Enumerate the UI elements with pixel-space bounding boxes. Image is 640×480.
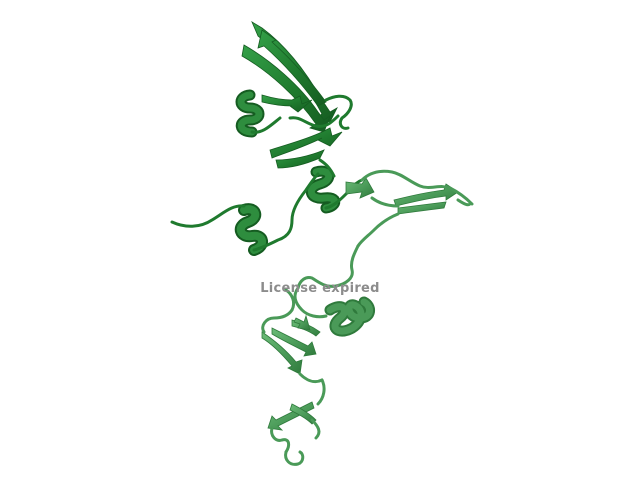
beta-strand <box>345 177 375 199</box>
n-terminal-tail <box>170 204 246 228</box>
lower-helix <box>324 296 375 337</box>
license-expired-watermark: License expired <box>260 281 380 296</box>
right-extension <box>345 169 474 248</box>
upper-coils <box>170 94 364 252</box>
lower-domain <box>261 244 375 466</box>
upper-helix-3 <box>234 203 268 256</box>
beta-strand <box>393 183 459 207</box>
beta-strand <box>261 94 313 113</box>
upper-beta-sheet <box>241 21 343 169</box>
upper-helix-2 <box>305 165 341 214</box>
beta-strand <box>257 29 327 107</box>
upper-domain <box>170 21 364 256</box>
beta-strand <box>397 201 447 215</box>
beta-strand <box>269 127 343 159</box>
beta-strand <box>289 403 317 425</box>
beta-strand <box>261 331 303 375</box>
beta-strand <box>275 149 325 169</box>
beta-strand <box>293 314 311 331</box>
upper-helix-1 <box>235 89 282 138</box>
beta-strand <box>271 327 317 357</box>
